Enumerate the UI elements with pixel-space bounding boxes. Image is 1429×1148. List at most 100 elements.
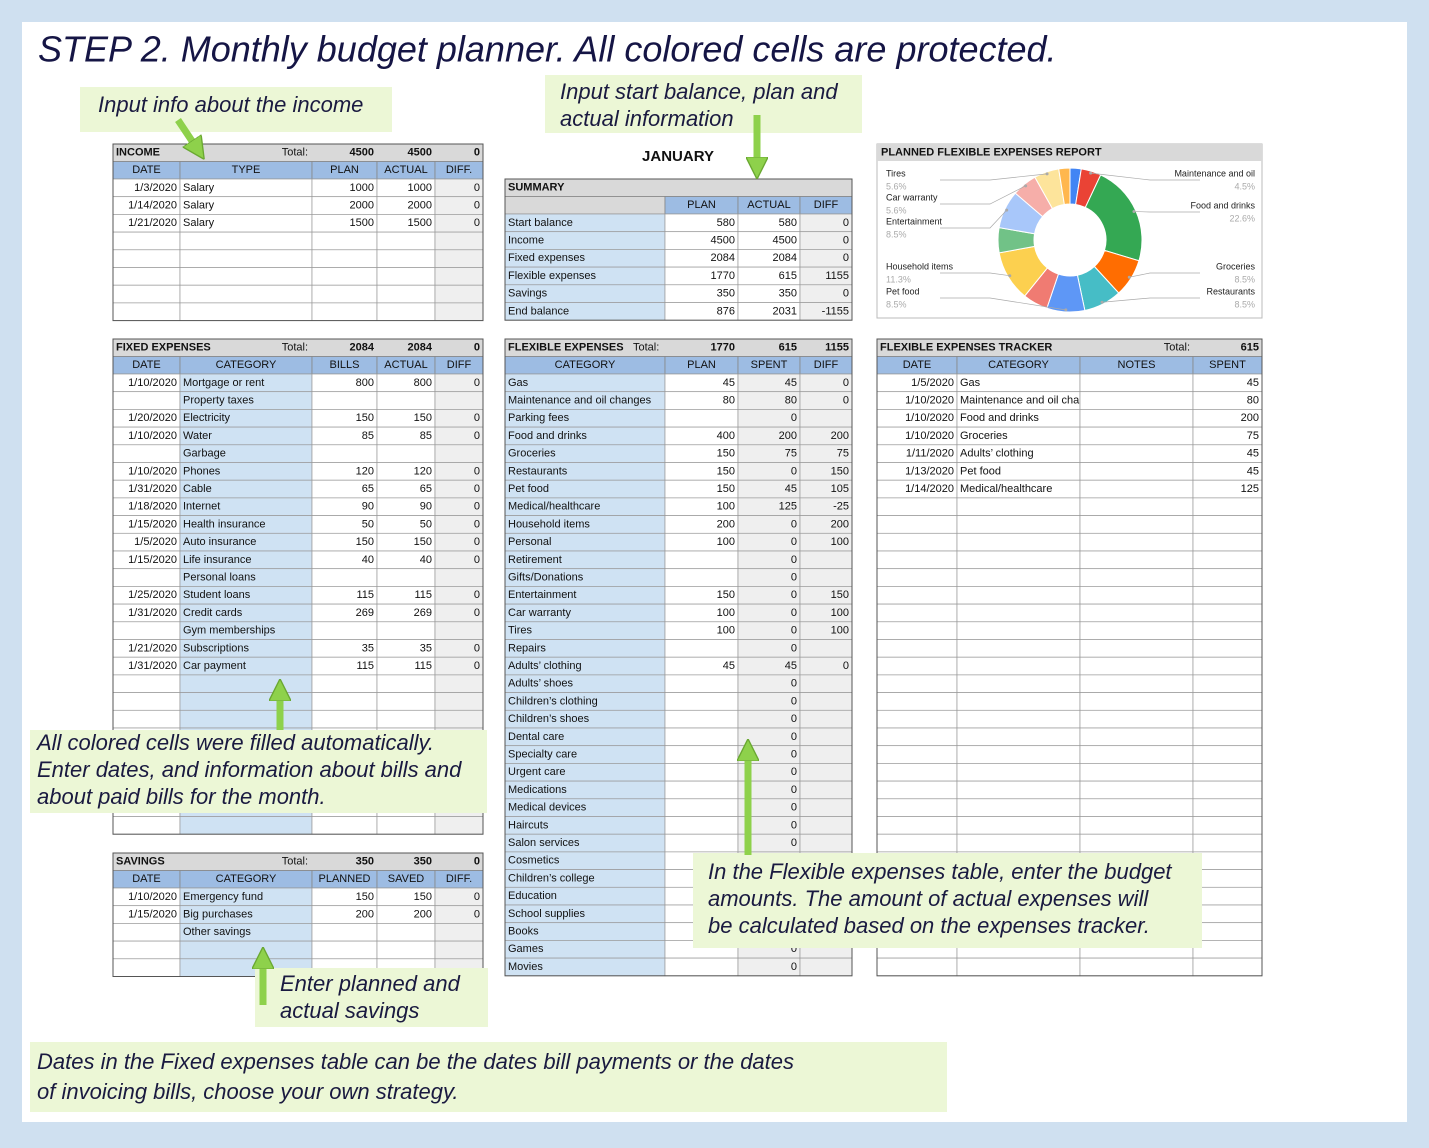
cell [1080, 657, 1193, 675]
cell-text: 100 [717, 607, 735, 619]
cell-text: 1/20/2020 [128, 412, 177, 424]
slice-value-label: 8.5% [1234, 299, 1255, 309]
cell [1080, 693, 1193, 711]
cell [435, 250, 483, 268]
cell-text: 45 [785, 377, 797, 389]
cell-text: 1/10/2020 [128, 891, 177, 903]
cell [1193, 728, 1262, 746]
cell-text: Cosmetics [508, 855, 560, 867]
total-value: 1770 [711, 342, 735, 354]
cell [377, 710, 435, 728]
cell [435, 675, 483, 693]
cell [435, 268, 483, 286]
header-cell [505, 197, 665, 215]
cell-text: Personal loans [183, 571, 256, 583]
cell-text: 0 [843, 394, 849, 406]
cell [665, 746, 738, 764]
cell-text: 1/15/2020 [128, 554, 177, 566]
cell-text: 105 [831, 483, 849, 495]
cell [377, 445, 435, 463]
cell-text: 0 [474, 908, 480, 920]
cell-text: 0 [843, 217, 849, 229]
cell-text: 2084 [711, 252, 735, 264]
cell [877, 516, 957, 534]
cell-text: 1/13/2020 [905, 465, 954, 477]
cell-text: 350 [779, 288, 797, 300]
cell [957, 675, 1080, 693]
cell-text: Life insurance [183, 554, 252, 566]
cell-text: 50 [420, 518, 432, 530]
cell [800, 710, 852, 728]
cell [877, 622, 957, 640]
column-header: PLAN [330, 164, 359, 176]
cell-text: 1/11/2020 [906, 448, 954, 460]
cell [1080, 834, 1193, 852]
leader-dot [1046, 172, 1049, 175]
cell [877, 551, 957, 569]
cell-text: Internet [183, 501, 220, 513]
note-text: Enter dates, and information about bills… [37, 757, 462, 782]
column-header: CATEGORY [555, 359, 616, 371]
slice-value-label: 5.6% [886, 205, 907, 215]
total-value: 615 [1241, 342, 1259, 354]
leader-dot [1005, 209, 1008, 212]
cell [665, 728, 738, 746]
column-header: DIFF [814, 199, 839, 211]
total-value: 350 [356, 856, 374, 868]
cell-text: 80 [723, 394, 735, 406]
cell-text: 0 [791, 642, 797, 654]
cell-text: 1/25/2020 [128, 589, 177, 601]
cell-text: 150 [831, 465, 849, 477]
cell-text: 50 [362, 518, 374, 530]
cell [957, 569, 1080, 587]
cell [957, 604, 1080, 622]
cell-text: 80 [1247, 394, 1259, 406]
total-value: 4500 [350, 147, 374, 159]
total-value: 0 [474, 856, 480, 868]
cell [1193, 657, 1262, 675]
slice-label: Restaurants [1206, 286, 1255, 296]
cell-text: Food and drinks [508, 430, 587, 442]
cell-text: 45 [723, 377, 735, 389]
cell [957, 551, 1080, 569]
column-header: DATE [132, 164, 161, 176]
cell [957, 693, 1080, 711]
note-text: actual information [560, 106, 734, 131]
cell-text: 0 [791, 589, 797, 601]
cell-text: 1/21/2020 [128, 217, 177, 229]
note-text: Enter planned and [280, 971, 461, 996]
cell [113, 268, 180, 286]
cell-text: 100 [717, 536, 735, 548]
cell-text: Medications [508, 784, 567, 796]
cell [877, 569, 957, 587]
cell-text: 1500 [408, 217, 432, 229]
cell-text: 269 [356, 607, 374, 619]
cell [180, 675, 312, 693]
cell-text: 0 [474, 430, 480, 442]
cell-text: Health insurance [183, 518, 266, 530]
cell [113, 693, 180, 711]
cell-text: Salary [183, 182, 215, 194]
cell-text: School supplies [508, 908, 586, 920]
leader-dot [1008, 274, 1011, 277]
cell [312, 445, 377, 463]
cell [377, 392, 435, 410]
cell [877, 817, 957, 835]
cell [435, 622, 483, 640]
cell-text: 350 [717, 288, 735, 300]
cell-text: 0 [474, 465, 480, 477]
cell [1080, 374, 1193, 392]
cell-text: 400 [717, 430, 735, 442]
cell-text: 0 [791, 837, 797, 849]
cell [1193, 923, 1262, 941]
column-header: DIFF [447, 359, 472, 371]
cell [665, 409, 738, 427]
cell-text: 0 [474, 642, 480, 654]
cell [665, 640, 738, 658]
cell-text: 100 [831, 625, 849, 637]
cell-text: Gifts/Donations [508, 571, 584, 583]
cell [435, 693, 483, 711]
cell [1080, 728, 1193, 746]
cell-text: 100 [831, 607, 849, 619]
note-text: be calculated based on the expenses trac… [708, 913, 1150, 938]
